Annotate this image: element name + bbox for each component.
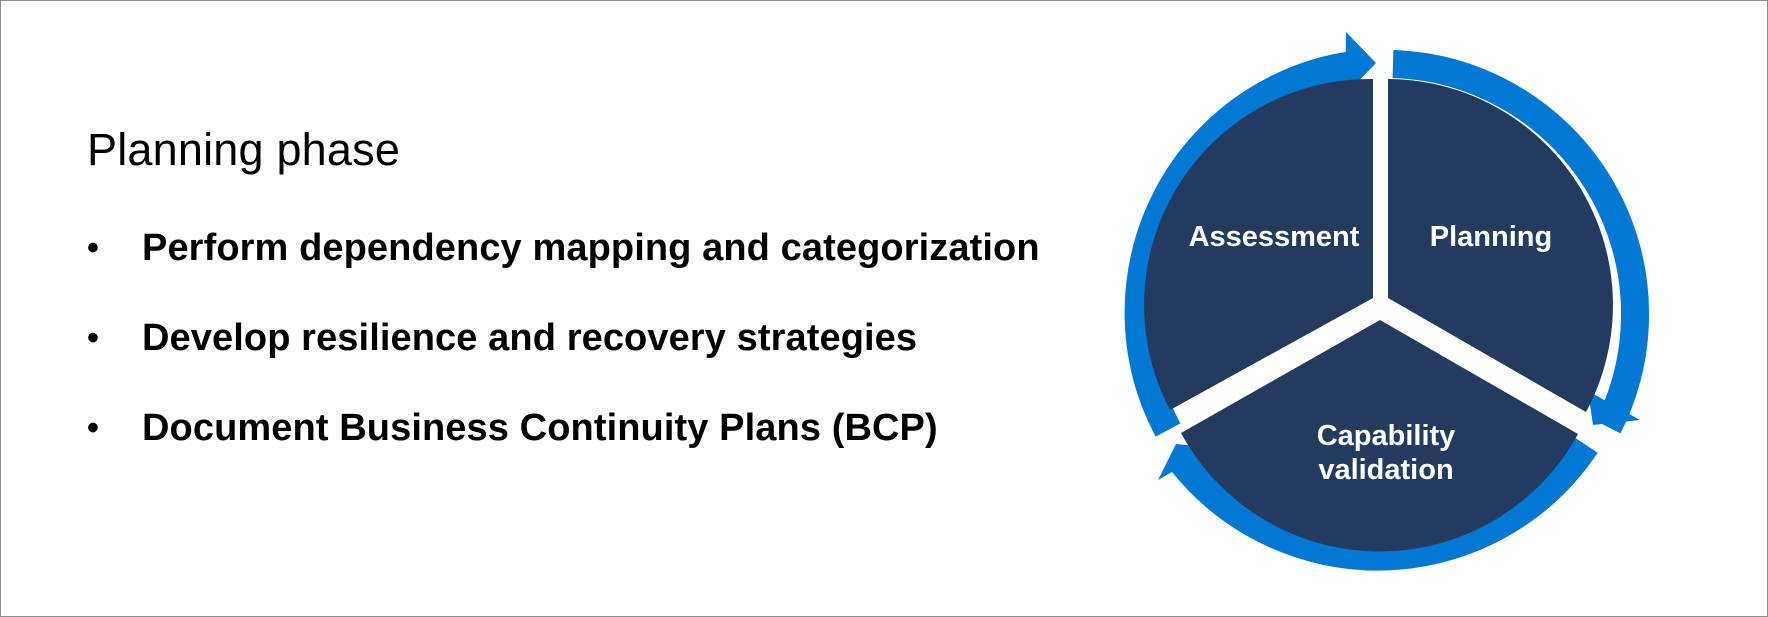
bullet-icon: • <box>87 229 99 267</box>
bullet-text: Develop resilience and recovery strategi… <box>142 317 918 359</box>
list-item: • Perform dependency mapping and categor… <box>87 228 1040 318</box>
bullet-icon: • <box>87 409 99 447</box>
arc-validation-to-assessment <box>1171 437 1598 571</box>
arrowhead-top-icon <box>1345 32 1376 95</box>
list-item: • Document Business Continuity Plans (BC… <box>87 408 1040 498</box>
segment-planning <box>1388 79 1613 412</box>
bullet-list: • Perform dependency mapping and categor… <box>87 228 1040 498</box>
segment-validation <box>1181 320 1578 552</box>
segment-label-validation-line1: Capability <box>1317 420 1456 452</box>
bullet-text: Document Business Continuity Plans (BCP) <box>142 407 938 449</box>
arrowhead-right-icon <box>1588 391 1640 425</box>
arc-assessment-to-planning <box>1124 50 1362 437</box>
page-title: Planning phase <box>87 124 401 175</box>
bullet-icon: • <box>87 319 99 357</box>
segment-label-planning: Planning <box>1430 221 1552 253</box>
cycle-segments <box>1144 78 1613 552</box>
list-item: • Develop resilience and recovery strate… <box>87 318 1040 408</box>
arc-planning-to-validation <box>1392 50 1650 434</box>
segment-label-assessment: Assessment <box>1189 221 1360 253</box>
segment-assessment <box>1144 78 1373 410</box>
bullet-text: Perform dependency mapping and categoriz… <box>142 227 1040 269</box>
segment-label-validation-line2: validation <box>1318 454 1453 486</box>
cycle-arrow-ring <box>1124 50 1650 571</box>
